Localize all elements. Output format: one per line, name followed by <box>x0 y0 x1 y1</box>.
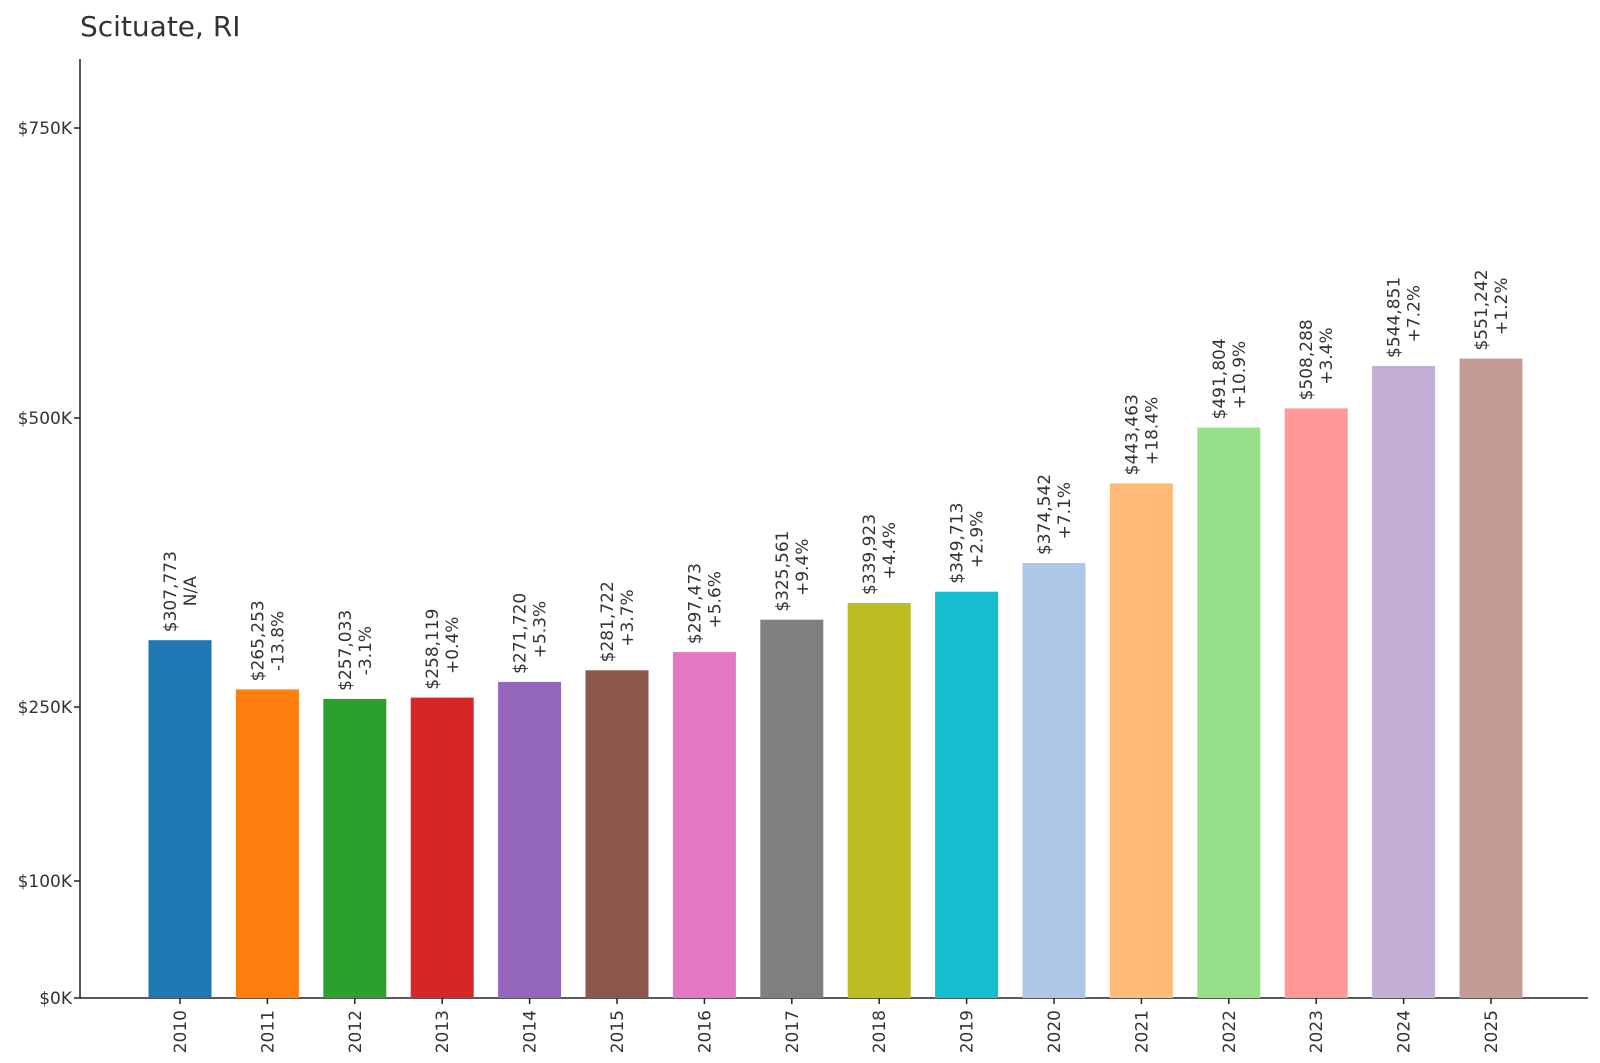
bars <box>148 358 1523 999</box>
bar-change-label: -13.8% <box>268 611 288 671</box>
bar-change-label: +7.1% <box>1055 482 1075 539</box>
x-tick-label: 2012 <box>346 1010 366 1053</box>
bar-change-label: +5.3% <box>531 601 551 658</box>
bar-value-label: $258,119 <box>423 608 443 689</box>
bar-2023 <box>1284 408 1348 998</box>
y-tick-label: $750K <box>18 119 73 139</box>
x-tick-label: 2025 <box>1482 1010 1502 1053</box>
bar-2014 <box>498 681 562 998</box>
y-ticks: $0K $100K $250K $500K $750K <box>18 119 80 1009</box>
bar-change-label: +1.2% <box>1492 278 1512 335</box>
x-tick-label: 2024 <box>1395 1010 1415 1053</box>
bar-value-label: $281,722 <box>598 581 618 662</box>
bar-2020 <box>1022 563 1086 998</box>
bar-2019 <box>935 591 999 998</box>
bar-value-label: $374,542 <box>1035 474 1055 555</box>
bar-2011 <box>235 689 299 998</box>
bar-2024 <box>1372 366 1436 998</box>
bar-2017 <box>760 619 824 998</box>
bar-change-label: +2.9% <box>968 511 988 568</box>
x-tick-label: 2015 <box>608 1010 628 1053</box>
bar-2010 <box>148 640 212 998</box>
bar-change-label: +5.6% <box>705 571 725 628</box>
bar-2018 <box>847 603 911 998</box>
bar-change-label: +0.4% <box>443 617 463 674</box>
y-tick-label: $500K <box>18 409 73 429</box>
bar-2012 <box>323 698 387 998</box>
x-tick-label: 2013 <box>433 1010 453 1053</box>
bar-value-label: $307,773 <box>161 551 181 632</box>
x-tick-label: 2016 <box>695 1010 715 1053</box>
bar-value-label: $325,561 <box>773 531 793 612</box>
bar-value-label: $443,463 <box>1122 394 1142 475</box>
bar-value-label: $257,033 <box>336 610 356 691</box>
bar-2022 <box>1197 427 1261 998</box>
bar-change-label: +3.7% <box>618 589 638 646</box>
bar-2016 <box>672 652 736 998</box>
bar-value-label: $271,720 <box>511 593 531 674</box>
bar-value-label: $544,851 <box>1385 277 1405 358</box>
x-tick-label: 2014 <box>521 1010 541 1053</box>
bar-2015 <box>585 670 649 998</box>
axes <box>79 59 1588 999</box>
bar-2021 <box>1109 483 1173 998</box>
y-tick-label: $0K <box>39 989 73 1009</box>
bar-change-label: +18.4% <box>1142 397 1162 465</box>
x-tick-label: 2010 <box>171 1010 191 1053</box>
bar-2025 <box>1459 358 1523 999</box>
bar-change-label: +3.4% <box>1317 327 1337 384</box>
bar-value-label: $339,923 <box>860 514 880 595</box>
bar-value-label: $297,473 <box>685 563 705 644</box>
x-tick-label: 2021 <box>1132 1010 1152 1053</box>
bar-value-label: $265,253 <box>248 600 268 681</box>
bar-labels: $307,773 N/A $265,253 -13.8% $257,033 -3.1% $2… <box>161 269 1512 690</box>
bar-change-label: +7.2% <box>1405 285 1425 342</box>
x-tick-label: 2019 <box>958 1010 978 1053</box>
bar-value-label: $491,804 <box>1210 338 1230 419</box>
bar-change-label: -3.1% <box>356 626 376 675</box>
chart-title: Scituate, RI <box>80 10 241 43</box>
bar-change-label: +10.9% <box>1230 341 1250 409</box>
bar-value-label: $551,242 <box>1472 269 1492 350</box>
bar-value-label: $508,288 <box>1297 319 1317 400</box>
x-tick-label: 2017 <box>783 1010 803 1053</box>
x-tick-label: 2022 <box>1220 1010 1240 1053</box>
bar-value-label: $349,713 <box>948 503 968 584</box>
y-tick-label: $100K <box>18 872 73 892</box>
y-tick-label: $250K <box>18 698 73 718</box>
x-ticks: 2010 2011 2012 2013 2014 2015 2016 2017 2018 2019… <box>171 998 1502 1053</box>
x-tick-label: 2023 <box>1307 1010 1327 1053</box>
x-tick-label: 2018 <box>870 1010 890 1053</box>
x-tick-label: 2011 <box>258 1010 278 1053</box>
bar-change-label: +4.4% <box>880 522 900 579</box>
bar-2013 <box>410 697 474 998</box>
bar-change-label: +9.4% <box>793 539 813 596</box>
bar-change-label: N/A <box>181 576 201 606</box>
x-tick-label: 2020 <box>1045 1010 1065 1053</box>
